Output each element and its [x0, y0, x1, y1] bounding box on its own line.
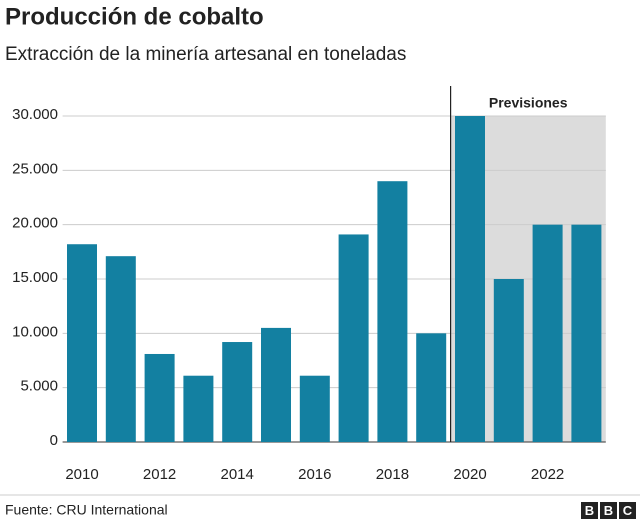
bar: [532, 224, 563, 442]
bar: [571, 224, 602, 442]
logo-box: [600, 502, 617, 519]
x-tick-label: 2010: [65, 466, 98, 483]
chart-subtitle: Extracción de la minería artesanal en to…: [5, 44, 406, 65]
y-tick-label: 25.000: [12, 160, 58, 177]
bar: [493, 279, 524, 442]
x-tick-label: 2022: [531, 466, 564, 483]
bar: [183, 375, 214, 442]
bar: [338, 234, 369, 442]
x-tick-label: 2014: [221, 466, 254, 483]
y-tick-label: 0: [50, 432, 58, 449]
source: Fuente: CRU International: [5, 502, 168, 518]
bar: [261, 327, 291, 442]
x-tick-label: 2016: [298, 466, 331, 483]
bar: [299, 375, 330, 442]
x-tick-label: 2018: [376, 466, 409, 483]
bar: [416, 333, 447, 442]
y-tick-label: 20.000: [12, 215, 58, 232]
chart-title: Producción de cobalto: [5, 3, 264, 30]
bar: [105, 256, 136, 442]
x-tick-label: 2012: [143, 466, 176, 483]
y-tick-label: 15.000: [12, 269, 58, 286]
bar: [144, 353, 175, 442]
logo-box: [581, 502, 598, 519]
y-tick-label: 10.000: [12, 323, 58, 340]
bar: [222, 342, 253, 442]
bar: [455, 116, 485, 442]
logo-box: [619, 502, 636, 519]
forecast-label: Previsiones: [489, 95, 568, 111]
logo-letter: B: [585, 503, 594, 518]
bar: [377, 181, 408, 442]
logo-letter: C: [623, 503, 633, 518]
y-tick-label: 5.000: [20, 378, 58, 395]
x-tick-label: 2020: [453, 466, 486, 483]
y-tick-label: 30.000: [12, 106, 58, 123]
logo-letter: B: [604, 503, 613, 518]
bar: [67, 244, 97, 442]
